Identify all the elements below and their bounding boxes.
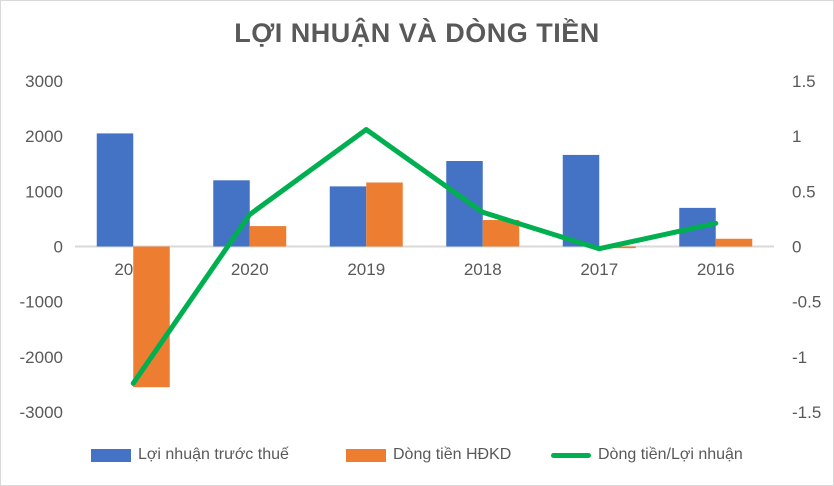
left-axis-tick: -3000	[20, 403, 63, 422]
legend-label-cashflow-profit-ratio: Dòng tiền/Lợi nhuận	[598, 446, 743, 463]
legend-item-profit-before-tax: Lợi nhuận trước thuế	[91, 445, 289, 465]
legend-swatch-cashflow-profit-ratio	[551, 452, 591, 458]
left-axis-tick: -1000	[20, 293, 63, 312]
x-axis-label: 2018	[464, 260, 502, 279]
chart-title: LỢI NHUẬN VÀ DÒNG TIỀN	[234, 18, 600, 48]
legend-item-operating-cash-flow: Dòng tiền HĐKD	[346, 445, 511, 465]
x-axis-label: 2016	[697, 260, 735, 279]
left-axis-tick: 2000	[25, 127, 63, 146]
bar-profit-2021	[96, 133, 134, 247]
bar-cashflow-2019	[366, 182, 403, 247]
legend-label-operating-cash-flow: Dòng tiền HĐKD	[393, 446, 512, 463]
bar-cashflow-2018	[482, 220, 520, 247]
bar-profit-2017	[562, 154, 600, 247]
bar-profit-2018	[446, 160, 483, 247]
legend-swatch-profit-before-tax	[91, 448, 131, 462]
left-axis-tick: 0	[54, 238, 63, 257]
left-axis-tick: -2000	[20, 348, 63, 367]
bar-cashflow-2016	[715, 238, 753, 247]
cashflow-profit-ratio-line	[130, 127, 719, 386]
right-axis-tick: 1	[792, 127, 801, 146]
x-axis-label: 2019	[347, 260, 385, 279]
x-axis-label: 2017	[580, 260, 618, 279]
right-axis-tick: -1.5	[792, 403, 821, 422]
bar-cashflow-2020	[249, 226, 287, 247]
right-axis-tick: 1.5	[792, 72, 816, 91]
right-axis-tick: -1	[792, 348, 807, 367]
bar-profit-2020	[213, 180, 250, 247]
left-axis-tick: 1000	[25, 182, 63, 201]
legend-swatch-operating-cash-flow	[346, 448, 386, 462]
bar-cashflow-2021	[133, 246, 170, 388]
bar-cashflow-2017	[599, 246, 636, 249]
left-axis-tick: 3000	[25, 72, 63, 91]
x-axis-label: 2020	[231, 260, 269, 279]
right-axis-tick: 0	[792, 238, 801, 257]
legend-item-cashflow-profit-ratio: Dòng tiền/Lợi nhuận	[551, 445, 743, 465]
bar-profit-2019	[329, 186, 367, 247]
right-axis-tick: 0.5	[792, 182, 816, 201]
legend-label-profit-before-tax: Lợi nhuận trước thuế	[138, 446, 289, 463]
right-axis-tick: -0.5	[792, 293, 821, 312]
